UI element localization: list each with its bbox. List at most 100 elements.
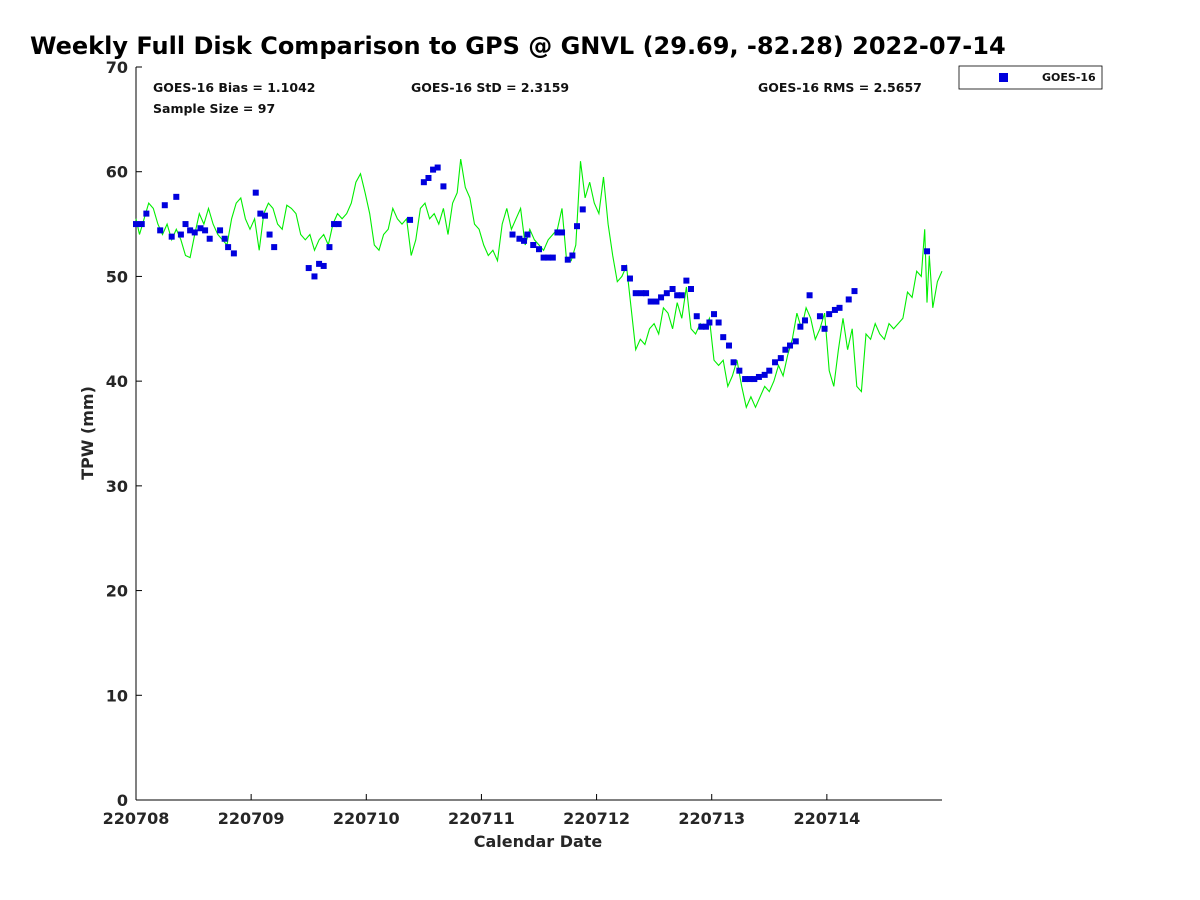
- goes16-data-point: [674, 292, 681, 299]
- y-tick-label: 50: [106, 267, 128, 286]
- goes16-data-point: [425, 174, 432, 181]
- goes16-data-point: [554, 229, 561, 236]
- goes16-data-point: [217, 227, 224, 234]
- goes16-data-point: [924, 248, 931, 255]
- goes16-data-point: [177, 231, 184, 238]
- goes16-data-point: [746, 376, 753, 383]
- goes16-data-point: [806, 292, 813, 299]
- goes16-data-point: [509, 231, 516, 238]
- goes16-data-point: [540, 254, 547, 261]
- goes16-data-point: [133, 221, 139, 228]
- goes16-data-point: [766, 367, 773, 374]
- y-tick-label: 70: [106, 58, 128, 77]
- y-tick-label: 0: [117, 791, 128, 810]
- x-tick-label: 220709: [218, 809, 285, 828]
- goes16-data-point: [434, 164, 441, 171]
- legend-marker-goes16: [999, 73, 1008, 82]
- goes16-data-point: [549, 254, 556, 261]
- goes16-data-point: [621, 265, 628, 272]
- goes16-data-point: [157, 227, 164, 234]
- goes16-data-point: [516, 235, 523, 242]
- goes16-data-point: [530, 242, 537, 249]
- goes16-data-point: [191, 229, 198, 236]
- goes16-data-point: [173, 193, 180, 200]
- goes16-data-point: [225, 244, 232, 251]
- goes16-data-point: [632, 290, 639, 297]
- legend: GOES-16: [958, 65, 1103, 90]
- goes16-data-point: [706, 319, 713, 326]
- goes16-data-point: [816, 313, 823, 320]
- goes16-data-point: [792, 338, 799, 345]
- y-tick-label: 30: [106, 477, 128, 496]
- goes16-data-point: [197, 225, 204, 232]
- goes16-data-point: [831, 306, 838, 313]
- goes16-data-point: [573, 223, 580, 230]
- goes16-data-point: [787, 342, 794, 349]
- goes16-data-point: [777, 355, 784, 362]
- goes16-data-point: [687, 285, 694, 292]
- x-tick-label: 220712: [563, 809, 630, 828]
- goes16-data-point: [683, 277, 690, 284]
- goes16-data-point: [742, 376, 749, 383]
- goes16-data-point: [658, 294, 665, 301]
- goes16-data-point: [663, 290, 670, 297]
- goes16-data-point: [261, 212, 268, 219]
- sample-size-stat: Sample Size = 97: [153, 101, 275, 116]
- goes16-data-point: [669, 285, 676, 292]
- y-axis-ticks: 0 10 20 30 40 50 60 70: [106, 58, 142, 810]
- goes16-data-point: [653, 298, 660, 305]
- goes16-data-point: [761, 371, 768, 378]
- goes16-data-point: [331, 221, 338, 228]
- goes16-data-point: [579, 206, 586, 213]
- goes16-data-point: [316, 260, 323, 267]
- goes16-data-point: [168, 233, 175, 240]
- y-axis-label: TPW (mm): [78, 386, 97, 480]
- goes16-data-point: [626, 275, 633, 282]
- goes16-data-point: [851, 288, 858, 295]
- goes16-data-point: [206, 235, 213, 242]
- goes16-data-point: [266, 231, 273, 238]
- goes16-data-point: [257, 210, 264, 217]
- goes16-data-point: [569, 252, 576, 259]
- goes16-data-point: [801, 317, 808, 324]
- goes16-data-point: [836, 304, 843, 311]
- goes16-data-point: [715, 319, 722, 326]
- goes16-data-point: [202, 227, 209, 234]
- goes16-data-point: [702, 323, 709, 330]
- x-axis-label: Calendar Date: [474, 832, 603, 851]
- goes16-data-point: [536, 246, 542, 253]
- goes16-scatter-series: [133, 164, 931, 383]
- x-tick-label: 220711: [448, 809, 515, 828]
- goes16-data-point: [311, 273, 318, 280]
- goes16-data-point: [643, 290, 650, 297]
- goes16-data-point: [797, 323, 804, 330]
- goes16-data-point: [230, 250, 237, 257]
- y-tick-label: 40: [106, 372, 128, 391]
- goes16-data-point: [521, 237, 528, 244]
- goes16-data-point: [305, 265, 312, 272]
- goes16-data-point: [187, 227, 194, 234]
- plot-area: 0 10 20 30 40 50 60 70 220708 220709 220710 220711…: [103, 58, 943, 828]
- goes16-data-point: [638, 290, 645, 297]
- y-tick-label: 10: [106, 686, 128, 705]
- bias-stat: GOES-16 Bias = 1.1042: [153, 80, 315, 95]
- goes16-data-point: [143, 210, 150, 217]
- goes16-data-point: [326, 244, 333, 251]
- goes16-data-point: [161, 202, 168, 209]
- goes16-data-point: [782, 346, 789, 353]
- goes16-data-point: [271, 244, 278, 251]
- goes16-data-point: [730, 359, 737, 366]
- goes16-data-point: [430, 166, 437, 173]
- x-tick-label: 220714: [793, 809, 860, 828]
- goes16-data-point: [407, 216, 414, 223]
- y-tick-label: 20: [106, 582, 128, 601]
- x-axis-ticks: 220708 220709 220710 220711 220712 220713 2207…: [103, 794, 860, 828]
- goes16-data-point: [711, 311, 718, 318]
- goes16-data-point: [772, 359, 779, 366]
- gps-tpw-line: [135, 159, 943, 410]
- goes16-data-point: [524, 231, 531, 238]
- goes16-data-point: [182, 221, 189, 228]
- goes16-data-point: [736, 367, 743, 374]
- goes16-data-point: [698, 323, 705, 330]
